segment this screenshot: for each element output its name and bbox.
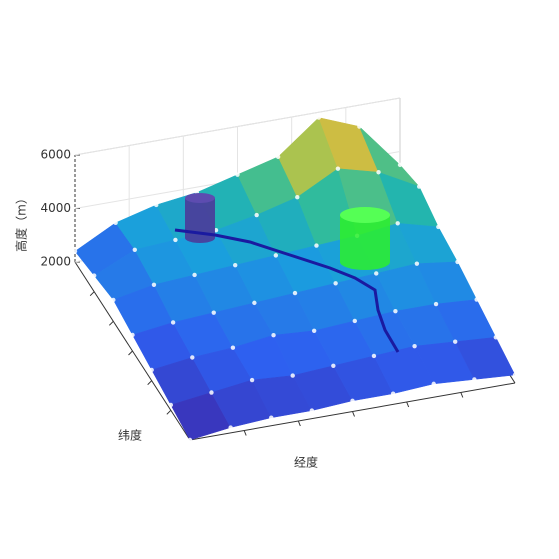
obstacle-cylinder-top xyxy=(340,207,390,223)
surface-point xyxy=(235,172,240,177)
x-tick-mark xyxy=(406,401,410,408)
flight-path xyxy=(174,228,400,353)
surface-point xyxy=(228,425,233,430)
surface-point xyxy=(72,249,78,254)
surface-point xyxy=(331,363,336,368)
surface-point xyxy=(395,221,400,226)
surface-point xyxy=(269,415,274,420)
surface-point xyxy=(397,162,403,168)
surface-point xyxy=(414,261,420,266)
surface-point xyxy=(132,247,137,252)
surface-point xyxy=(433,301,439,307)
surface-point xyxy=(192,272,197,278)
surface-point xyxy=(472,377,477,382)
surface-point xyxy=(230,345,236,350)
z-tick-label: 2000 xyxy=(40,255,71,269)
obstacle-cylinder xyxy=(340,215,390,270)
surface-point xyxy=(292,290,298,296)
surface-point xyxy=(493,335,499,340)
surface-point xyxy=(233,262,238,268)
x-tick-mark xyxy=(297,420,301,427)
surface-point xyxy=(273,253,279,258)
y-tick-mark xyxy=(128,350,133,356)
z-tick-label: 6000 xyxy=(40,148,71,162)
surface-point xyxy=(335,166,341,171)
surface-point xyxy=(453,339,458,344)
surface-point xyxy=(111,297,116,303)
surface-point xyxy=(275,154,281,160)
surface-point xyxy=(316,115,321,120)
surface-point xyxy=(350,398,355,403)
surface-point xyxy=(474,297,479,302)
surface-point xyxy=(311,328,317,333)
surface-point xyxy=(209,390,214,395)
surface-point xyxy=(390,391,396,396)
surface-point xyxy=(271,333,276,338)
surface-point xyxy=(252,300,257,306)
surface-point xyxy=(254,212,259,218)
surface-point xyxy=(187,437,193,443)
x-axis-label: 经度 xyxy=(294,455,318,470)
y-axis-label: 纬度 xyxy=(118,428,142,443)
surface-point xyxy=(295,194,300,200)
surface-point xyxy=(393,308,398,314)
surface-point xyxy=(512,372,518,378)
surface-point xyxy=(154,202,159,208)
surface-point xyxy=(290,373,295,378)
surface-point xyxy=(249,377,255,383)
surface-point xyxy=(416,184,422,189)
surface-point xyxy=(352,318,357,324)
surface-point xyxy=(130,332,135,338)
surface-point xyxy=(374,271,379,276)
surface-point xyxy=(309,408,315,413)
surface-point xyxy=(211,310,216,315)
x-tick-mark xyxy=(460,392,464,398)
surface-point xyxy=(170,320,176,325)
surface-point xyxy=(314,243,319,248)
surface-point xyxy=(376,170,381,175)
x-tick-mark xyxy=(352,411,355,417)
surface-point xyxy=(151,282,157,287)
surface-point xyxy=(455,259,460,265)
surface-point xyxy=(357,124,362,129)
y-tick-mark xyxy=(166,409,172,415)
obstacle-cylinder-top xyxy=(185,193,215,203)
surface-point xyxy=(173,237,178,243)
overlay xyxy=(174,193,400,353)
surface-point xyxy=(113,220,118,225)
y-tick-mark xyxy=(147,380,153,386)
surface xyxy=(72,115,518,443)
surface-point xyxy=(91,273,97,278)
surface-point xyxy=(333,281,338,286)
obstacle-cylinder xyxy=(185,198,215,243)
z-tick-label: 4000 xyxy=(40,201,71,215)
surface-point xyxy=(412,343,417,349)
grid-line xyxy=(74,97,401,156)
surface-point xyxy=(436,224,441,230)
z-axis-label: 高度（m） xyxy=(14,192,29,252)
y-tick-mark xyxy=(108,320,114,326)
x-tick-mark xyxy=(243,430,247,436)
surface-point xyxy=(149,367,154,373)
surface-point xyxy=(190,355,195,360)
surface-point xyxy=(168,402,174,408)
surface-point xyxy=(371,353,377,359)
surface-point xyxy=(431,381,436,387)
y-tick-mark xyxy=(89,291,95,297)
